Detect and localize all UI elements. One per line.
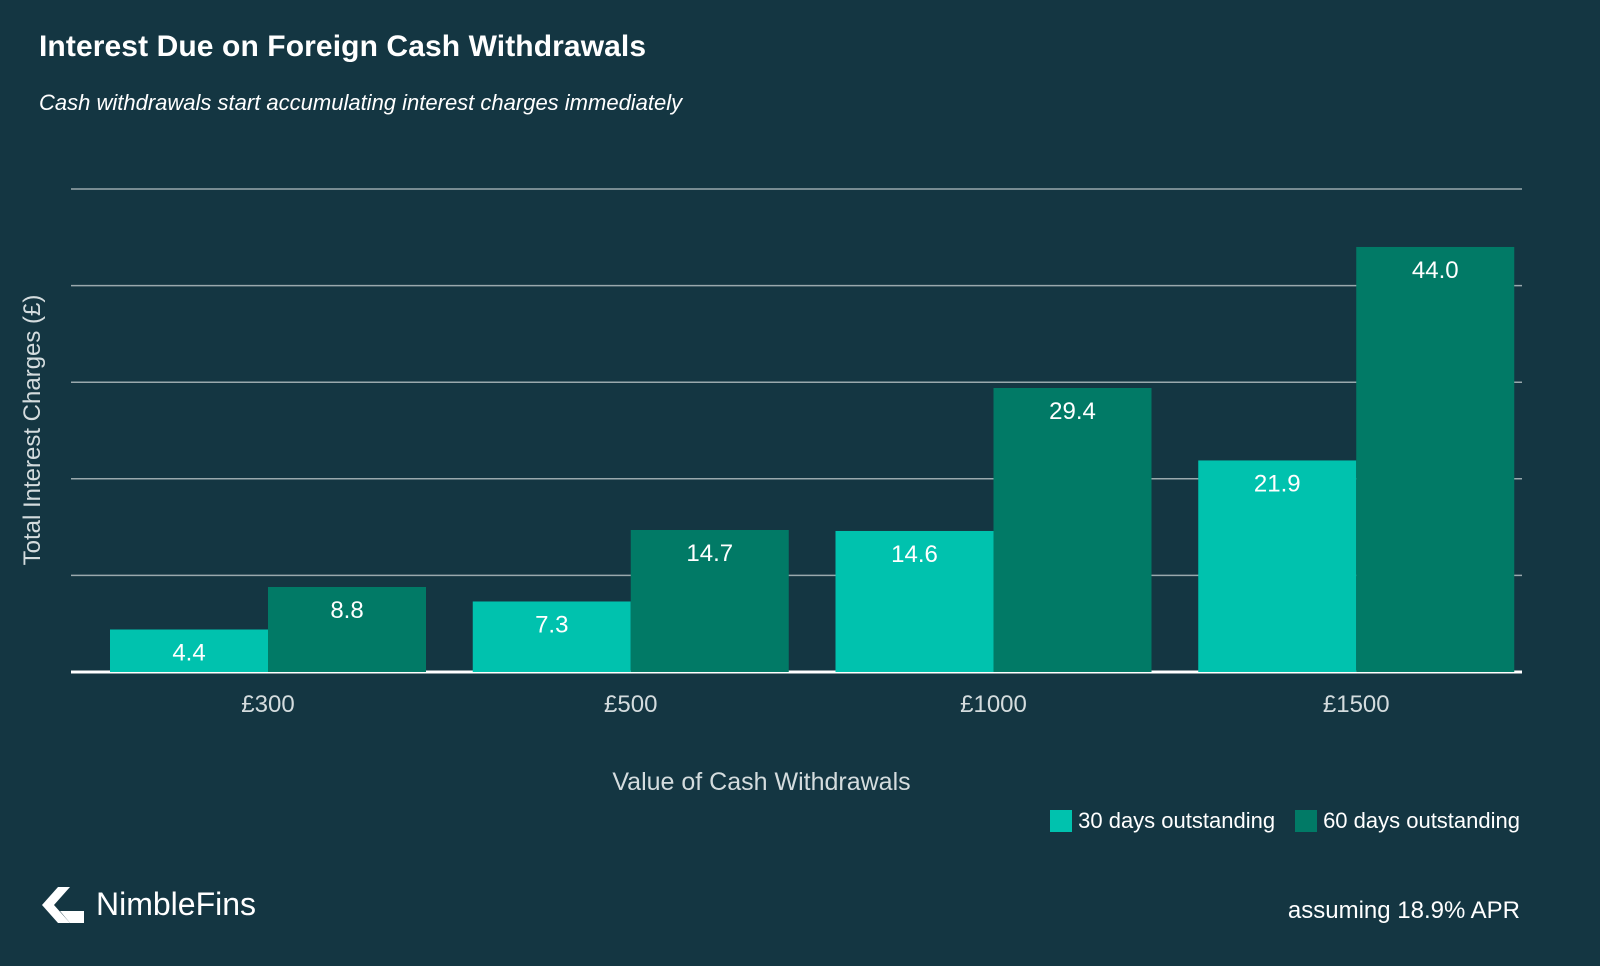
legend-label-60-days: 60 days outstanding: [1323, 808, 1520, 833]
bar: [110, 629, 268, 672]
bar: [1198, 460, 1357, 672]
data-label: 44.0: [1412, 257, 1459, 284]
x-axis-label: Value of Cash Withdrawals: [612, 768, 910, 796]
data-label: 14.7: [686, 540, 733, 567]
data-label: 14.6: [891, 541, 938, 568]
y-axis-label: Total Interest Charges (£): [19, 295, 46, 566]
data-label: 4.4: [172, 639, 205, 666]
legend-item-30-days: 30 days outstanding: [1050, 808, 1275, 834]
data-labels: 4.4 8.8 7.3 14.7 14.6 29.4 21.9 44.0: [172, 257, 1458, 667]
x-tick-label: £500: [604, 691, 657, 718]
brand: NimbleFins: [40, 886, 256, 923]
brand-name: NimbleFins: [96, 886, 257, 922]
data-label: 7.3: [535, 611, 568, 638]
x-tick-label: £300: [241, 691, 294, 718]
x-tick-label: £1000: [960, 691, 1027, 718]
legend-swatch-30-days: [1050, 810, 1073, 832]
data-label: 21.9: [1254, 470, 1301, 497]
bar: [1356, 246, 1515, 672]
data-label: 29.4: [1049, 398, 1096, 425]
data-label: 8.8: [330, 597, 363, 624]
chart-title: Interest Due on Foreign Cash Withdrawals: [39, 30, 647, 63]
bar: [268, 586, 426, 672]
x-tick-labels: £300 £500 £1000 £1500: [241, 691, 1389, 718]
nimblefins-logo-icon: [42, 886, 84, 923]
bar: [993, 387, 1152, 672]
bar: [472, 601, 631, 672]
bar: [835, 530, 994, 672]
footnote: assuming 18.9% APR: [1287, 897, 1520, 924]
bar: [630, 529, 789, 672]
bars: [110, 246, 1515, 672]
legend-swatch-60-days: [1295, 810, 1318, 832]
x-tick-label: £1500: [1323, 691, 1390, 718]
chart-subtitle: Cash withdrawals start accumulating inte…: [39, 90, 683, 115]
legend: 30 days outstanding 60 days outstanding: [1030, 808, 1520, 834]
legend-label-30-days: 30 days outstanding: [1078, 808, 1276, 833]
legend-item-60-days: 60 days outstanding: [1295, 808, 1520, 834]
